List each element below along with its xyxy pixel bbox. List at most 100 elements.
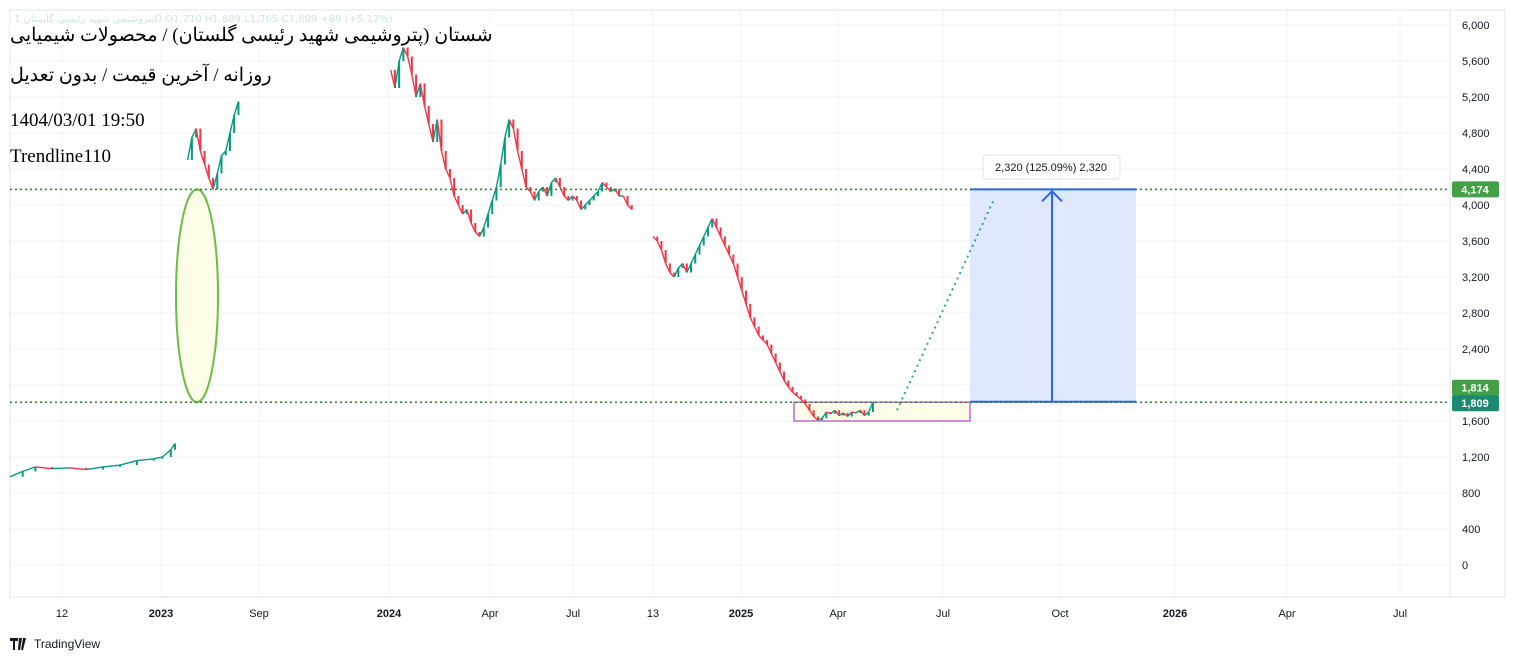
price-tag [1452, 181, 1499, 198]
price-candle [575, 196, 578, 201]
price-candle [867, 412, 870, 416]
x-tick-label: 12 [56, 608, 68, 620]
price-candle [740, 277, 743, 291]
price-candle [698, 245, 701, 255]
price-segment [22, 466, 36, 473]
price-candle [482, 227, 485, 237]
y-tick-label: 1,600 [1462, 416, 1490, 428]
price-candle [398, 61, 401, 88]
projection-path[interactable] [896, 200, 994, 411]
price-candle [859, 410, 862, 413]
x-tick-label: Jul [936, 608, 950, 620]
x-tick-label: Oct [1051, 608, 1068, 620]
y-tick-label: 4,800 [1462, 128, 1490, 140]
price-tag-label: 1,809 [1461, 398, 1489, 410]
price-candle [402, 47, 405, 61]
plot-frame [9, 9, 1506, 598]
price-tag-label: 4,174 [1461, 184, 1489, 196]
price-candle [825, 412, 828, 419]
price-candle [503, 137, 506, 165]
price-candle [558, 178, 561, 187]
price-candle [833, 410, 836, 414]
x-tick-label: Sep [249, 608, 269, 620]
horizontal-levels[interactable] [10, 188, 1450, 403]
x-tick-label: Jul [1393, 608, 1407, 620]
price-candle [161, 457, 164, 459]
price-candle [673, 272, 676, 277]
range-box[interactable] [793, 401, 971, 422]
tradingview-logo[interactable]: TradingView [10, 637, 100, 651]
price-candle [601, 182, 604, 192]
breakout-ellipse[interactable] [175, 188, 219, 404]
price-segment [102, 464, 121, 468]
price-candle [838, 410, 841, 416]
price-candle [406, 47, 409, 57]
price-segment [153, 456, 163, 460]
price-candle [427, 106, 430, 124]
price-segment [52, 467, 70, 470]
price-candle [216, 173, 219, 190]
price-candle [470, 209, 473, 223]
x-axis[interactable]: 12 2023 Sep 2024 Apr Jul 13 2025 Apr Jul Oct 2026 Ap… [56, 608, 1407, 620]
y-tick-label: 2,800 [1462, 308, 1490, 320]
measure-label-box [982, 154, 1121, 180]
price-candle [791, 386, 794, 393]
price-candle [753, 317, 756, 327]
author-name: Trendline110 [10, 146, 111, 168]
price-segment [9, 470, 23, 478]
price-candle [474, 223, 477, 232]
price-candle [571, 196, 574, 201]
x-tick-label: Apr [481, 608, 498, 620]
price-candle [173, 443, 176, 450]
price-tag [1452, 379, 1499, 396]
price-candle [152, 458, 155, 461]
price-candle [690, 263, 693, 273]
price-candle [664, 250, 667, 264]
price-candle [169, 449, 172, 457]
price-candle [706, 227, 709, 237]
price-candle [850, 412, 853, 417]
price-candle [224, 151, 227, 156]
x-tick-label: 2023 [149, 608, 173, 620]
price-candle [783, 371, 786, 381]
symbol-title: شستان (پتروشیمی شهید رئیسی گلستان) / محص… [10, 24, 493, 47]
price-candle [800, 395, 803, 400]
price-candle [588, 200, 591, 205]
price-candle [816, 416, 819, 421]
y-axis[interactable]: 04008001,2001,6002,0002,4002,8003,2003,6… [1462, 20, 1490, 572]
price-candle [694, 254, 697, 264]
price-candle [444, 151, 447, 169]
price-candle [423, 83, 426, 106]
price-candle [863, 410, 866, 416]
price-candle [719, 227, 722, 237]
price-candle [626, 196, 629, 205]
price-candle [711, 218, 714, 228]
y-tick-label: 1,200 [1462, 452, 1490, 464]
price-candle [584, 205, 587, 210]
price-candle [728, 245, 731, 255]
x-tick-label: Apr [829, 608, 846, 620]
chart-annotations[interactable]: 2,320 (125.09%) 2,320 [175, 154, 1136, 422]
price-candle [195, 128, 198, 138]
price-candle [732, 254, 735, 264]
price-candle [795, 392, 798, 396]
price-candle [546, 187, 549, 196]
x-tick-label: 13 [647, 608, 659, 620]
price-candle [21, 471, 24, 477]
price-candle [478, 232, 481, 237]
price-candle [770, 344, 773, 354]
price-candle [605, 182, 608, 187]
price-candle [715, 218, 718, 228]
interval-subtitle: روزانه / آخرین قیمت / بدون تعدیل [10, 64, 272, 87]
price-candle [677, 268, 680, 277]
y-tick-label: 5,600 [1462, 56, 1490, 68]
price-candle [846, 412, 849, 417]
price-candle [199, 128, 202, 151]
price-candle [618, 188, 621, 196]
price-candle [787, 380, 790, 387]
price-candle [567, 196, 570, 201]
price-candle [207, 164, 210, 178]
price-candle [774, 353, 777, 363]
price-segment [86, 466, 104, 471]
